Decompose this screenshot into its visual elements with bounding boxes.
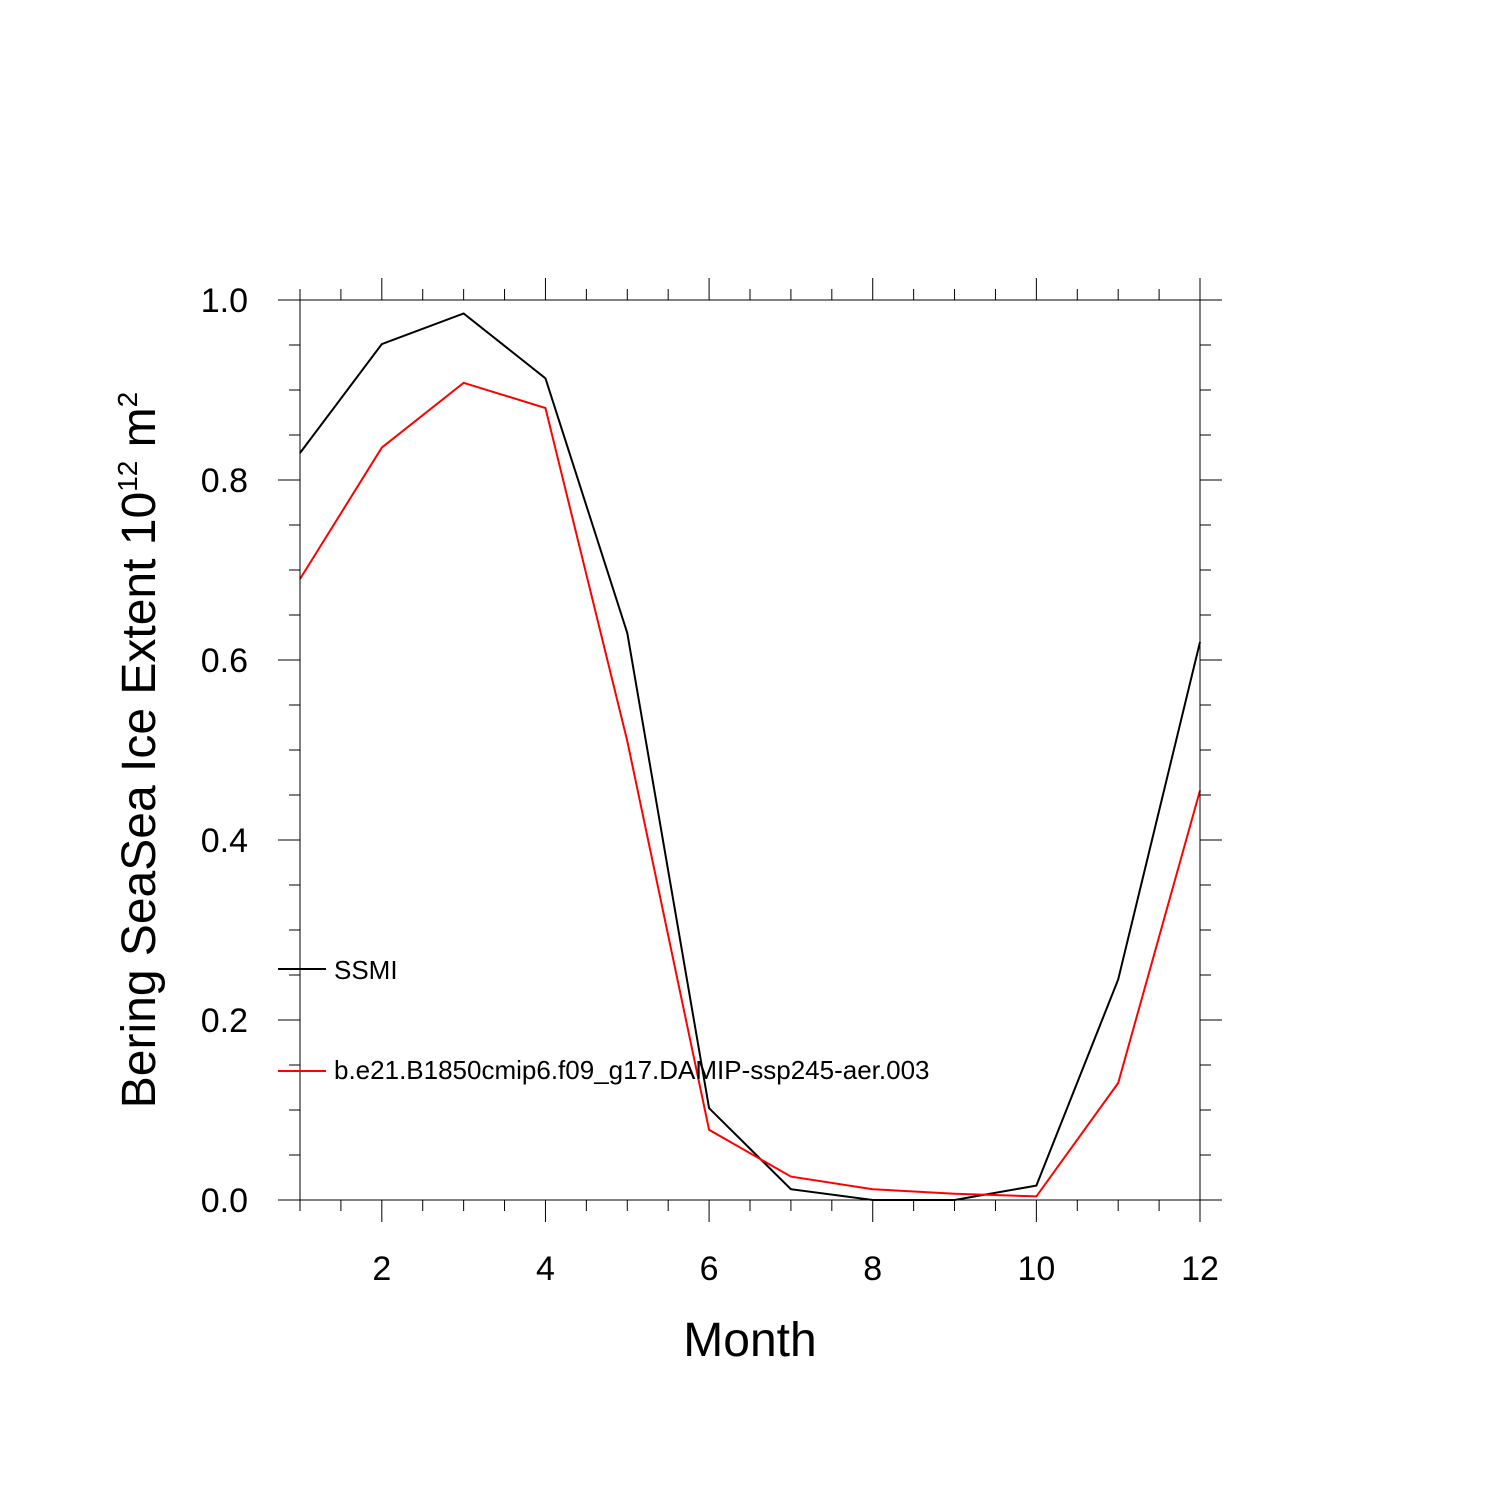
series-lines — [299, 312, 1201, 1201]
legend-item-model: b.e21.B1850cmip6.f09_g17.DAMIP-ssp245-ae… — [278, 1055, 930, 1085]
y-tick-label: 0.0 — [201, 1182, 248, 1220]
y-axis-title-base: Bering SeaSea Ice Extent 10 — [113, 492, 166, 1108]
axis-ticks — [278, 278, 1222, 1222]
x-tick-label: 4 — [536, 1250, 555, 1288]
legend-item-ssmi: SSMI — [278, 955, 398, 985]
x-tick-labels: 2 4 6 8 10 12 — [372, 1250, 1219, 1288]
legend-label-model: b.e21.B1850cmip6.f09_g17.DAMIP-ssp245-ae… — [334, 1055, 930, 1085]
plot-frame — [299, 299, 1201, 1201]
x-tick-label: 6 — [700, 1250, 719, 1288]
y-tick-label: 0.6 — [201, 642, 248, 680]
x-tick-label: 2 — [372, 1250, 391, 1288]
x-tick-label: 8 — [863, 1250, 882, 1288]
series-line-model — [299, 381, 1201, 1198]
y-tick-labels: 0.0 0.2 0.4 0.6 0.8 1.0 — [201, 282, 248, 1220]
y-axis-title-exponent-1: 12 — [112, 461, 143, 492]
y-tick-label: 0.8 — [201, 462, 248, 500]
y-axis-title: Bering SeaSea Ice Extent 1012 m2 — [112, 392, 166, 1108]
y-axis-title-unit: m — [113, 407, 166, 460]
y-tick-label: 0.4 — [201, 822, 248, 860]
legend: SSMI b.e21.B1850cmip6.f09_g17.DAMIP-ssp2… — [278, 955, 930, 1085]
x-tick-label: 10 — [1017, 1250, 1055, 1288]
x-axis-title: Month — [683, 1314, 816, 1367]
x-tick-label: 12 — [1181, 1250, 1219, 1288]
y-tick-label: 0.2 — [201, 1002, 248, 1040]
y-tick-label: 1.0 — [201, 282, 248, 320]
series-line-ssmi — [299, 312, 1201, 1201]
legend-label-ssmi: SSMI — [334, 955, 398, 985]
y-axis-title-exponent-2: 2 — [112, 392, 143, 408]
